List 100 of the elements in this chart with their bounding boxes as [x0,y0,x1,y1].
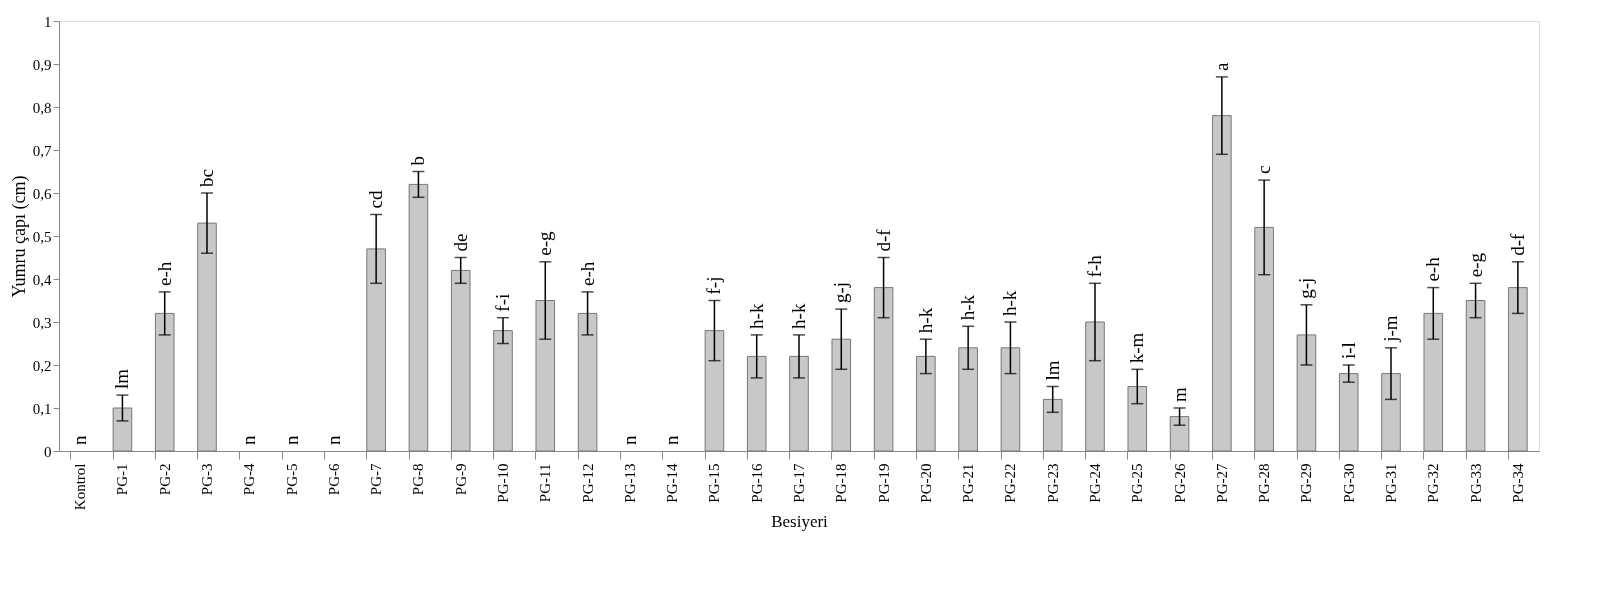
y-tick-label: 0,8 [32,99,52,116]
bar [1465,300,1486,452]
x-tick-label: PG-30 [1340,463,1357,503]
x-tick-label: PG-13 [621,463,638,503]
x-tick-label: PG-6 [325,463,342,496]
bar [958,347,978,452]
bar [1254,226,1274,452]
y-tick-label: 0,6 [32,185,52,202]
bar [1508,287,1528,452]
y-axis-title: Yumru çapı (cm) [8,175,30,298]
x-tick-label: PG-9 [452,463,469,496]
data-label: c [1253,165,1275,175]
bar [535,300,556,452]
bar [577,312,598,452]
bar [197,222,217,452]
x-tick-label: PG-25 [1129,463,1146,503]
y-tick-label: 0,1 [32,400,52,417]
data-label: e-g [1464,252,1486,278]
data-label: j-m [1380,315,1401,343]
x-tick-label: PG-19 [875,463,892,503]
data-label: f-j [703,276,725,295]
data-label: n [618,435,640,445]
bar [1381,373,1401,452]
x-tick-label: PG-27 [1213,463,1230,503]
data-label: de [449,233,471,252]
data-label: h-k [957,294,979,321]
x-tick-label: PG-3 [199,463,215,496]
x-tick-label: PG-20 [917,463,934,503]
x-tick-label: PG-26 [1171,463,1188,503]
data-label: h-k [788,303,809,329]
x-tick-label: PG-24 [1087,463,1103,503]
data-label: e-h [153,261,175,286]
data-label: b [407,156,429,166]
data-label: d-f [872,228,894,252]
y-tick-label: 0,5 [32,228,52,245]
x-tick-label: PG-14 [664,463,681,503]
y-tick-label: 0,2 [32,357,52,374]
bar [831,338,852,452]
x-axis-title: Besiyeri [771,512,829,532]
x-tick-label: PG-10 [495,463,511,503]
x-tick-label: PG-31 [1383,463,1399,503]
x-tick-label: PG-34 [1509,463,1526,503]
y-tick-label: 1 [44,13,52,30]
bar [1127,386,1148,452]
bar [1423,312,1444,452]
bar [789,355,809,452]
data-label: n [322,435,344,445]
data-label: n [280,435,302,445]
y-tick-label: 0,9 [32,56,52,73]
bar [408,183,429,452]
data-label: n [661,435,683,445]
x-tick-label: PG-16 [748,463,765,503]
data-label: cd [365,190,387,209]
bar [366,248,386,452]
x-tick-label: PG-21 [960,463,977,503]
data-label: g-j [1295,277,1317,299]
y-tick-label: 0,7 [32,142,52,159]
x-tick-label: PG-8 [410,463,427,496]
bar [746,355,767,452]
x-tick-label: Kontrol [72,463,89,511]
bar [493,330,513,452]
bar [1296,334,1317,452]
bar [1042,398,1063,452]
x-tick-label: PG-28 [1256,463,1273,503]
bar [1000,347,1021,452]
bar [1169,416,1190,452]
x-tick-label: PG-7 [368,463,385,496]
data-label: k-m [1126,332,1148,364]
data-label: n [69,435,91,445]
data-label: g-j [830,281,852,304]
x-tick-label: PG-18 [833,463,850,503]
x-tick-label: PG-15 [706,463,723,503]
x-tick-label: PG-11 [537,463,554,503]
data-label: e-g [534,231,556,256]
x-tick-label: PG-1 [114,463,131,496]
x-tick-label: PG-22 [1002,463,1019,503]
data-label: f-h [1084,254,1105,278]
data-label: e-h [576,261,598,286]
x-tick-label: PG-5 [283,463,300,496]
y-tick-label: 0,3 [32,314,52,331]
data-label: m [1168,387,1190,402]
bar [916,355,936,452]
data-label: bc [196,169,217,187]
bar [154,312,175,452]
bar [1085,321,1105,452]
data-label: h-k [745,303,767,329]
data-label: lm [1041,360,1063,381]
x-tick-label: PG-12 [579,463,596,503]
data-label: a [1210,61,1232,71]
data-label: d-f [1506,232,1528,256]
y-tick-label: 0 [44,443,52,460]
data-label: h-k [914,307,936,334]
x-tick-label: PG-2 [156,463,173,496]
x-tick-label: PG-32 [1425,463,1442,503]
bar [1338,373,1359,452]
data-label: e-h [1422,256,1444,282]
bar [704,330,725,452]
data-label: f-i [492,293,513,312]
x-tick-label: PG-23 [1044,463,1061,503]
bar [112,407,133,452]
